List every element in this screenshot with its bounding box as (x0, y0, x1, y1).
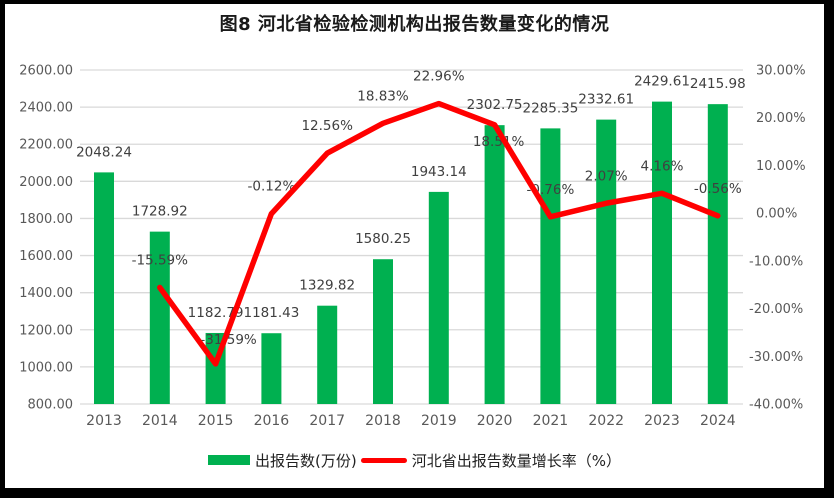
growth-value-label: 18.51% (473, 134, 525, 150)
y-axis-right-tick-label: 10.00% (756, 159, 806, 174)
y-axis-left-tick-label: 2400.00 (19, 101, 73, 116)
chart-title: 图8 河北省检验检测机构出报告数量变化的情况 (219, 14, 610, 35)
growth-value-label: 2.07% (585, 168, 628, 184)
x-axis-tick-label: 2016 (254, 413, 290, 429)
x-axis-tick-label: 2018 (365, 413, 401, 429)
bar-value-label: 2302.75 (467, 97, 523, 113)
y-axis-right-tick-label: 20.00% (756, 111, 806, 126)
y-axis-left-tick-label: 1000.00 (19, 360, 73, 375)
y-axis-right-tick-label: 0.00% (756, 207, 797, 222)
bar (596, 119, 617, 405)
x-axis-tick-label: 2024 (700, 413, 736, 429)
x-axis-tick-label: 2019 (421, 413, 457, 429)
y-axis-right-tick-label: -30.00% (749, 350, 803, 365)
x-axis-tick-label: 2023 (644, 413, 680, 429)
bar (707, 104, 728, 404)
chart-plot-area: 800.00 1000.00 1200.00 1400.00 1600.00 1800.0… (19, 64, 806, 430)
bar-value-label: 2332.61 (578, 92, 634, 108)
x-axis-tick-label: 2013 (86, 413, 122, 429)
legend-bar-swatch-icon (208, 455, 250, 465)
growth-value-label: 22.96% (413, 69, 465, 85)
bar-value-label: 2429.61 (634, 74, 690, 90)
y-axis-left-tick-label: 2200.00 (19, 138, 73, 153)
legend-bar-label: 出报告数(万份) (255, 451, 357, 470)
growth-value-label: -31.59% (200, 332, 257, 348)
y-axis-left-tick-label: 2000.00 (19, 175, 73, 190)
bar-value-label: 1329.82 (299, 278, 355, 294)
y-axis-right-tick-label: -10.00% (749, 254, 803, 269)
y-axis-left-tick-label: 1600.00 (19, 249, 73, 264)
y-axis-left-tick-label: 1200.00 (19, 323, 73, 338)
bar-value-label: 2415.98 (690, 76, 746, 92)
bar (428, 191, 449, 404)
bar (540, 128, 561, 404)
bar (261, 333, 282, 404)
y-axis-right-tick-label: -40.00% (749, 398, 803, 413)
bar-value-label: 1728.92 (132, 204, 188, 220)
bar (94, 172, 114, 404)
y-axis-left-tick-label: 800.00 (28, 398, 74, 413)
chart-legend: 出报告数(万份) 河北省出报告数量增长率（%） (5, 448, 824, 472)
y-axis-right-tick-label: 30.00% (756, 64, 806, 79)
bar-value-label: 1943.14 (411, 164, 467, 180)
growth-rate-line (157, 100, 721, 367)
legend-line-swatch-icon (360, 457, 407, 463)
bar-value-label: 1181.43 (243, 305, 299, 321)
bar (373, 259, 393, 404)
y-axis-left-tick-label: 2600.00 (19, 64, 73, 79)
bar (317, 305, 338, 404)
legend-line-label: 河北省出报告数量增长率（%） (411, 451, 621, 470)
x-axis-tick-label: 2021 (533, 413, 569, 429)
growth-value-label: -0.12% (248, 179, 296, 195)
bar-value-label: 1182.79 (188, 305, 244, 321)
x-axis-tick-label: 2020 (477, 413, 513, 429)
growth-value-label: 4.16% (641, 158, 684, 174)
growth-value-label: -15.59% (132, 253, 189, 269)
x-axis-tick-label: 2022 (588, 413, 624, 429)
growth-value-label: 18.83% (357, 88, 409, 104)
x-axis-tick-label: 2015 (198, 413, 234, 429)
chart-canvas: 图8 河北省检验检测机构出报告数量变化的情况 800.00 1000.00 1200… (5, 4, 824, 488)
bar (652, 101, 672, 404)
y-axis-right-tick-label: -20.00% (749, 302, 803, 317)
bar (149, 231, 170, 404)
bar-value-label: 1580.25 (355, 231, 411, 247)
bar (484, 125, 505, 405)
growth-value-label: -0.56% (694, 181, 742, 197)
growth-value-label: 12.56% (301, 118, 353, 134)
bar-value-label: 2285.35 (522, 100, 578, 116)
y-axis-left-tick-label: 1800.00 (19, 212, 73, 227)
bar-value-label: 2048.24 (76, 144, 132, 160)
x-axis-tick-label: 2014 (142, 413, 178, 429)
y-axis-left-tick-label: 1400.00 (19, 286, 73, 301)
x-axis-tick-label: 2017 (309, 413, 345, 429)
